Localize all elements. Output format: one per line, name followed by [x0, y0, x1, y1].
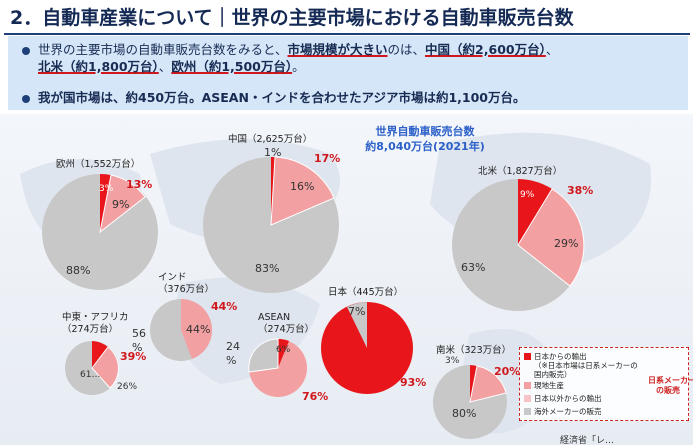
pie-india — [150, 298, 213, 361]
pct-china-1: 1% — [264, 146, 282, 159]
pct-china-2: 16% — [290, 180, 315, 193]
pie-japan — [321, 302, 413, 394]
label-asean: ASEAN （274万台） — [258, 312, 315, 335]
bullet-1-sep2: 、 — [158, 59, 172, 74]
label-china: 中国（2,625万台） — [228, 134, 313, 145]
label-europe: 欧州（1,552万台） — [56, 159, 141, 170]
pct-europe-2: 9% — [112, 198, 130, 211]
bullet-1: 世界の主要市場の自動車販売台数をみると、市場規模が大きいのは、中国（約2,600… — [22, 41, 558, 75]
legend-brace-label: 日系メーカー の販売 — [648, 376, 693, 395]
bullet-1-na: 北米（約1,800万台） — [38, 59, 159, 74]
bullet-2: 我が国市場は、約450万台。ASEAN・インドを合わせたアジア市場は約1,100… — [22, 89, 525, 106]
pct-me-2: 26% — [117, 382, 138, 392]
label-north-america: 北米（1,827万台） — [478, 166, 563, 177]
pct-na-1: 9% — [520, 190, 535, 200]
world-total-line1: 世界自動車販売台数 — [375, 125, 475, 138]
pct-china-3: 17% — [314, 152, 341, 165]
bullet-1-emph: 市場規模が大きい — [287, 42, 388, 57]
legend-swatch-red — [524, 353, 531, 360]
pct-me-1: 39% — [120, 350, 147, 363]
pct-china-4: 83% — [255, 262, 280, 275]
pct-na-4: 63% — [461, 261, 486, 274]
bullet-1-text-b: のは、 — [387, 42, 426, 57]
label-south-america: 南米（323万台） — [436, 345, 512, 356]
pct-india-2: 44% — [211, 300, 238, 313]
bullet-1-sep: 、 — [545, 42, 559, 57]
pct-japan-1: 7% — [348, 305, 366, 318]
legend-note: （※日本市場は日系メーカーの国内販売） — [534, 361, 638, 379]
pct-japan-2: 93% — [400, 376, 427, 389]
legend-row-japan-export: 日本からの輸出 — [524, 351, 587, 362]
bullet-dot-icon — [22, 46, 30, 55]
legend: 日本からの輸出 （※日本市場は日系メーカーの国内販売） 現地生産 日本以外からの… — [519, 347, 693, 421]
page-title: 2．自動車産業について｜世界の主要市場における自動車販売台数 — [10, 6, 574, 29]
pct-asean-2: 76% — [302, 390, 329, 403]
label-middle-east-africa: 中東・アフリカ （274万台） — [62, 312, 129, 335]
pie-north-america — [452, 179, 585, 311]
pie-middle-east-africa — [65, 341, 119, 395]
world-total-line2: 約8,040万台(2021年) — [365, 140, 485, 153]
pct-india-1: 44% — [186, 323, 211, 336]
footnote: 経済省「レ… — [560, 436, 615, 446]
summary-box: 世界の主要市場の自動車販売台数をみると、市場規模が大きいのは、中国（約2,600… — [8, 36, 688, 110]
pct-asean-1: 6% — [276, 345, 291, 355]
pct-me-3: 61… — [80, 370, 101, 380]
pct-asean-3: 24 % — [226, 340, 240, 367]
title-divider — [4, 33, 690, 35]
legend-row-other-export: 日本以外からの輸出 — [524, 393, 602, 404]
world-total-title: 世界自動車販売台数 約8,040万台(2021年) — [335, 124, 515, 154]
pct-sa-1: 3% — [445, 356, 460, 366]
pie-asean — [248, 338, 307, 397]
pie-south-america — [433, 365, 507, 439]
legend-row-foreign: 海外メーカーの販売 — [524, 406, 602, 417]
pct-na-2: 29% — [554, 237, 579, 250]
legend-swatch-lightpink — [524, 395, 531, 402]
legend-swatch-grey — [524, 408, 531, 415]
pct-europe-1: 3% — [99, 184, 114, 194]
pct-india-3: 56 % — [132, 327, 146, 354]
pct-sa-2: 20% — [494, 365, 521, 378]
legend-row-local: 現地生産 — [524, 380, 564, 391]
bullet-1-china: 中国（約2,600万台） — [425, 42, 546, 57]
label-japan: 日本（445万台） — [328, 287, 404, 298]
label-india: インド （376万台） — [158, 272, 215, 295]
bullet-2-text: 我が国市場は、約450万台。ASEAN・インドを合わせたアジア市場は約1,100… — [38, 90, 526, 105]
bullet-1-eu: 欧州（約1,500万台） — [171, 59, 293, 74]
bullet-1-text-a: 世界の主要市場の自動車販売台数をみると、 — [38, 42, 288, 57]
bullet-dot-icon — [22, 94, 30, 103]
pie-china — [203, 156, 339, 293]
pct-sa-3: 80% — [452, 407, 477, 420]
pct-na-3: 38% — [567, 184, 594, 197]
bullet-1-end: 。 — [292, 59, 305, 74]
pct-europe-3: 13% — [126, 178, 153, 191]
legend-swatch-pink — [524, 382, 531, 389]
pct-europe-4: 88% — [66, 264, 91, 277]
pie-europe — [42, 173, 158, 290]
